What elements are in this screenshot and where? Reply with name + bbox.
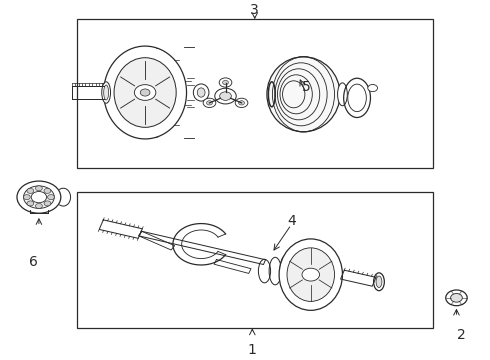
Text: 1: 1 <box>248 343 257 357</box>
Circle shape <box>368 85 377 92</box>
Circle shape <box>134 85 156 100</box>
Text: 2: 2 <box>458 328 466 342</box>
Circle shape <box>35 186 42 191</box>
Circle shape <box>235 98 248 108</box>
Circle shape <box>27 188 34 193</box>
Ellipse shape <box>104 46 187 139</box>
Circle shape <box>17 181 61 213</box>
Text: 5: 5 <box>301 80 310 94</box>
Ellipse shape <box>348 84 367 112</box>
Ellipse shape <box>197 88 205 97</box>
Circle shape <box>27 201 34 206</box>
Bar <box>77 193 433 328</box>
Circle shape <box>222 80 228 85</box>
Text: 6: 6 <box>28 255 38 269</box>
Circle shape <box>24 195 30 200</box>
Ellipse shape <box>374 273 384 291</box>
Ellipse shape <box>287 248 335 301</box>
Bar <box>77 19 433 167</box>
Circle shape <box>140 89 150 96</box>
Circle shape <box>207 101 212 105</box>
Circle shape <box>24 186 54 208</box>
Circle shape <box>239 101 245 105</box>
Circle shape <box>203 98 216 108</box>
Ellipse shape <box>194 84 209 101</box>
Circle shape <box>48 195 54 200</box>
Circle shape <box>215 88 236 104</box>
Circle shape <box>31 192 47 203</box>
Ellipse shape <box>279 239 343 310</box>
Circle shape <box>446 290 467 306</box>
Circle shape <box>44 201 51 206</box>
Ellipse shape <box>104 85 109 100</box>
Ellipse shape <box>338 83 347 106</box>
Ellipse shape <box>267 57 340 132</box>
Ellipse shape <box>102 82 111 103</box>
Circle shape <box>44 188 51 193</box>
Circle shape <box>451 293 463 302</box>
Circle shape <box>219 78 232 87</box>
Circle shape <box>35 203 42 208</box>
Text: 4: 4 <box>287 214 295 228</box>
Circle shape <box>220 92 231 100</box>
Circle shape <box>302 268 319 281</box>
Ellipse shape <box>376 276 382 288</box>
Ellipse shape <box>114 58 176 127</box>
Text: 3: 3 <box>250 3 259 17</box>
